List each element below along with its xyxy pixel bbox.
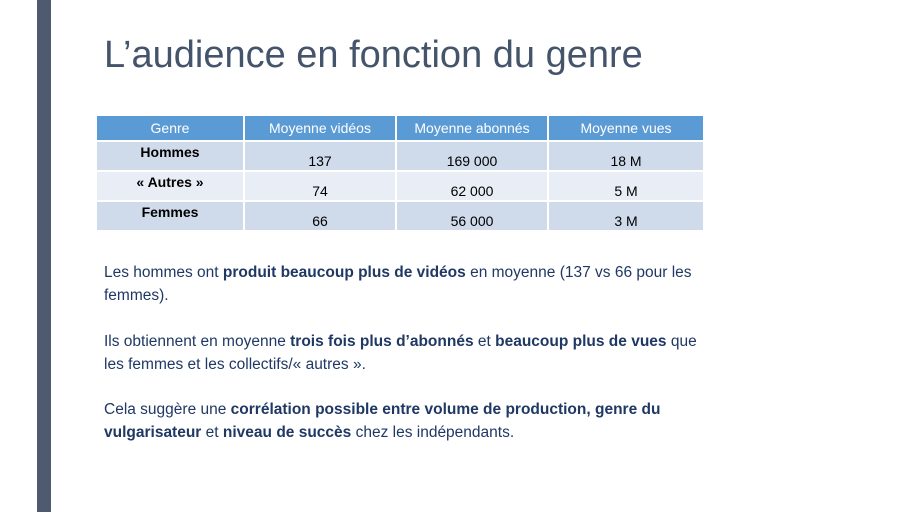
text-run-bold: niveau de succès bbox=[222, 424, 352, 441]
header-moyenne-vues: Moyenne vues bbox=[549, 116, 703, 140]
table-row: Femmes 66 56 000 3 M bbox=[97, 200, 703, 230]
audience-table: Genre Moyenne vidéos Moyenne abonnés Moy… bbox=[97, 116, 703, 230]
cell-vues: 3 M bbox=[549, 200, 703, 230]
text-run: et bbox=[473, 333, 496, 350]
row-label: Femmes bbox=[97, 200, 245, 230]
paragraph-production: Les hommes ont produit beaucoup plus de … bbox=[104, 261, 714, 307]
slide-title: L’audience en fonction du genre bbox=[104, 34, 643, 76]
text-run: que les femmes et les collectifs/« autre… bbox=[104, 333, 697, 373]
table-row: Hommes 137 169 000 18 M bbox=[97, 140, 703, 170]
text-run: Les hommes ont bbox=[104, 264, 223, 281]
cell-abonnes: 169 000 bbox=[397, 140, 549, 170]
table-row: « Autres » 74 62 000 5 M bbox=[97, 170, 703, 200]
row-label: Hommes bbox=[97, 140, 245, 170]
cell-videos: 66 bbox=[245, 200, 397, 230]
cell-videos: 74 bbox=[245, 170, 397, 200]
cell-videos: 137 bbox=[245, 140, 397, 170]
paragraph-correlation: Cela suggère une corrélation possible en… bbox=[104, 398, 714, 444]
text-run: en moyenne (137 vs 66 pour les femmes). bbox=[104, 264, 692, 304]
slide-accent-bar bbox=[37, 0, 51, 512]
text-run-bold: trois fois plus d’abonnés bbox=[290, 333, 474, 350]
text-run: chez les indépendants. bbox=[351, 424, 515, 441]
header-moyenne-abonnes: Moyenne abonnés bbox=[397, 116, 549, 140]
cell-abonnes: 56 000 bbox=[397, 200, 549, 230]
paragraph-audience: Ils obtiennent en moyenne trois fois plu… bbox=[104, 330, 714, 376]
table-header-row: Genre Moyenne vidéos Moyenne abonnés Moy… bbox=[97, 116, 703, 140]
text-run: et bbox=[201, 424, 223, 441]
text-run-bold: produit beaucoup plus de vidéos bbox=[222, 264, 466, 281]
cell-vues: 5 M bbox=[549, 170, 703, 200]
cell-vues: 18 M bbox=[549, 140, 703, 170]
text-run: Cela suggère une bbox=[104, 401, 231, 418]
cell-abonnes: 62 000 bbox=[397, 170, 549, 200]
header-genre: Genre bbox=[97, 116, 245, 140]
row-label: « Autres » bbox=[97, 170, 245, 200]
text-run-bold: beaucoup plus de vues bbox=[495, 333, 667, 350]
text-run: Ils obtiennent en moyenne bbox=[104, 333, 291, 350]
header-moyenne-videos: Moyenne vidéos bbox=[245, 116, 397, 140]
text-run-bold: corrélation possible entre volume de pro… bbox=[104, 401, 661, 441]
